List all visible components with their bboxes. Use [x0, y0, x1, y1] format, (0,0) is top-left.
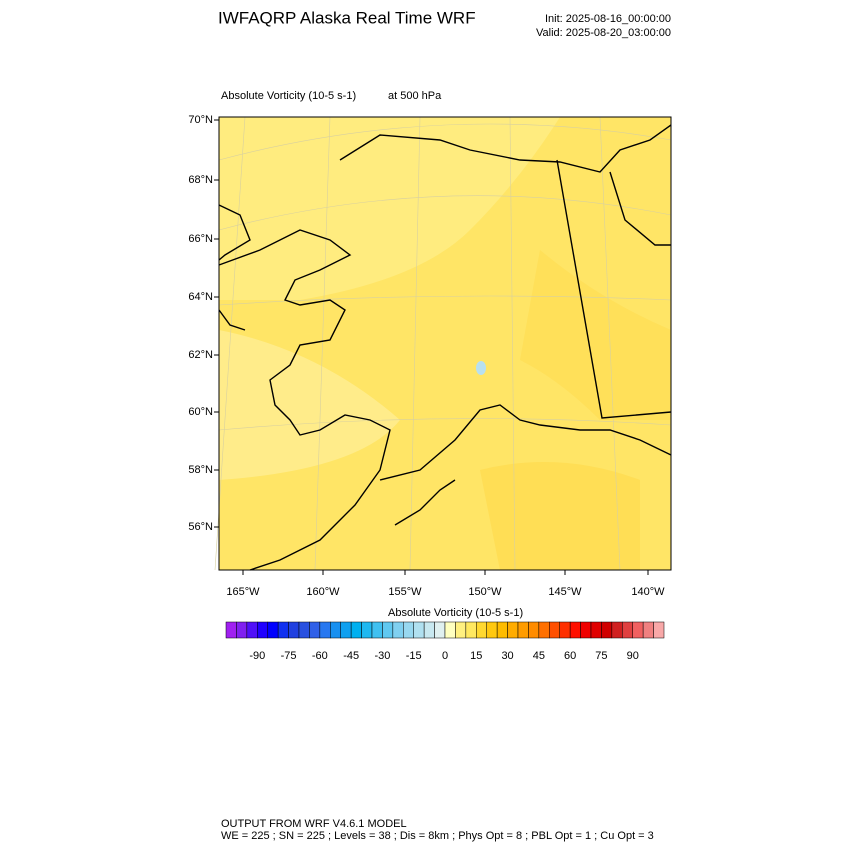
lat-label: 64°N — [188, 291, 213, 303]
lat-label: 60°N — [188, 406, 213, 418]
colorbar-label: -30 — [374, 650, 390, 662]
colorbar-box — [257, 621, 268, 639]
map-frame — [218, 116, 672, 571]
field-level: at 500 hPa — [388, 90, 442, 102]
colorbar-box — [309, 621, 321, 639]
colorbar-box — [642, 621, 654, 639]
title: IWFAQRP Alaska Real Time WRF — [218, 8, 476, 27]
field-shading — [219, 330, 400, 480]
colorbar-box — [267, 621, 279, 639]
colorbar-label: -15 — [406, 650, 422, 662]
colorbar-box — [298, 621, 310, 639]
lat-label: 68°N — [188, 174, 213, 186]
colorbar-box — [236, 621, 248, 639]
colorbar-box — [528, 621, 540, 639]
lon-label: 150°W — [468, 586, 502, 598]
colorbar-box — [496, 621, 508, 639]
colorbar-title: Absolute Vorticity (10-5 s-1) — [388, 607, 523, 619]
colorbar-label: 45 — [533, 650, 545, 662]
field-shading — [476, 361, 486, 375]
field-shading — [219, 117, 560, 300]
colorbar-box — [403, 621, 414, 639]
colorbar-box — [371, 621, 383, 639]
footer-line: WE = 225 ; SN = 225 ; Levels = 38 ; Dis … — [221, 830, 654, 842]
colorbar-box — [601, 621, 613, 639]
colorbar-box — [444, 621, 456, 639]
colorbar-box — [392, 621, 404, 639]
colorbar-box — [288, 621, 300, 639]
graticule — [214, 116, 672, 571]
lon-label: 140°W — [631, 586, 665, 598]
lon-label: 155°W — [388, 586, 422, 598]
colorbar-box — [340, 621, 352, 639]
colorbar-box — [225, 621, 237, 639]
colorbar-box — [559, 621, 571, 639]
colorbar-box — [486, 621, 498, 639]
colorbar-box — [611, 621, 623, 639]
lat-label: 66°N — [188, 233, 213, 245]
colorbar-box — [476, 621, 487, 639]
colorbar-box — [465, 621, 477, 639]
colorbar-box — [413, 621, 425, 639]
colorbar-box — [246, 621, 258, 639]
lat-label: 56°N — [188, 521, 213, 533]
coastline — [218, 124, 672, 571]
colorbar-label: 75 — [595, 650, 607, 662]
valid-time: Valid: 2025-08-20_03:00:00 — [536, 27, 671, 39]
colorbar-box — [423, 621, 435, 639]
field-shading — [480, 462, 640, 570]
colorbar-box — [361, 621, 373, 639]
colorbar-box — [507, 621, 519, 639]
colorbar-label: 30 — [501, 650, 513, 662]
colorbar-box — [590, 621, 602, 639]
colorbar-box — [330, 621, 341, 639]
colorbar-box — [580, 621, 592, 639]
colorbar-box — [517, 621, 529, 639]
lon-label: 165°W — [226, 586, 260, 598]
field-shading — [520, 250, 671, 420]
colorbar-label: 0 — [442, 650, 448, 662]
colorbar-box — [632, 621, 644, 639]
lat-label: 70°N — [188, 114, 213, 126]
colorbar-label: -45 — [343, 650, 359, 662]
map — [214, 116, 672, 571]
colorbar-label: -60 — [312, 650, 328, 662]
colorbar-box — [434, 621, 446, 639]
colorbar-box — [319, 621, 331, 639]
colorbar-label: -90 — [249, 650, 265, 662]
footer-line: OUTPUT FROM WRF V4.6.1 MODEL — [221, 818, 407, 830]
colorbar-box — [382, 621, 394, 639]
lon-label: 145°W — [548, 586, 582, 598]
field-name: Absolute Vorticity (10-5 s-1) — [221, 90, 356, 102]
init-time: Init: 2025-08-16_00:00:00 — [545, 13, 671, 25]
colorbar-label: 60 — [564, 650, 576, 662]
colorbar-box — [549, 621, 560, 639]
colorbar-box — [653, 621, 665, 639]
colorbar-box — [622, 621, 633, 639]
lat-label: 58°N — [188, 464, 213, 476]
colorbar-box — [569, 621, 581, 639]
colorbar-box — [350, 621, 362, 639]
lat-label: 62°N — [188, 349, 213, 361]
lon-label: 160°W — [306, 586, 340, 598]
colorbar-label: -75 — [281, 650, 297, 662]
colorbar-box — [538, 621, 550, 639]
colorbar-label: 15 — [470, 650, 482, 662]
colorbar-box — [277, 621, 289, 639]
colorbar-box — [455, 621, 467, 639]
colorbar-label: 90 — [627, 650, 639, 662]
